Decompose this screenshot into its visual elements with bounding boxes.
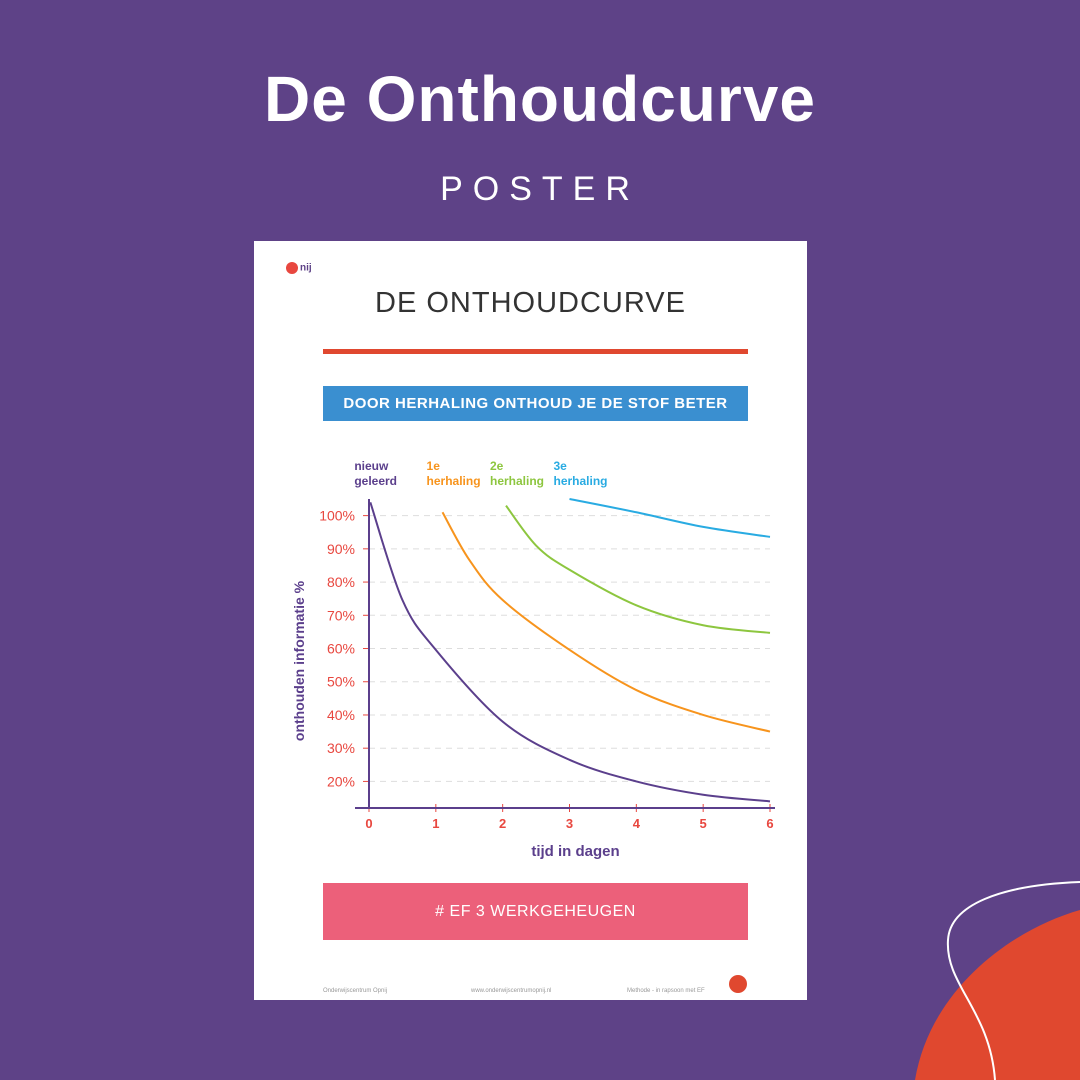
footer-text: www.onderwijscentrumopnij.nl xyxy=(471,988,552,994)
y-tick-label: 100% xyxy=(319,508,355,524)
banner: DOOR HERHALING ONTHOUD JE DE STOF BETER xyxy=(323,386,748,421)
y-tick-label: 80% xyxy=(327,574,355,590)
poster-title: DE ONTHOUDCURVE xyxy=(375,287,686,319)
legend-label: 1e herhaling xyxy=(426,459,481,488)
page-subtitle: POSTER xyxy=(440,170,640,208)
line xyxy=(441,511,771,733)
logo: nij xyxy=(286,262,312,274)
divider xyxy=(323,349,748,354)
y-tick-label: 90% xyxy=(327,541,355,557)
tag: # EF 3 WERKGEHEUGEN xyxy=(323,883,748,940)
y-tick-label: 70% xyxy=(327,607,355,623)
y-axis-label: onthouden informatie % xyxy=(291,580,307,741)
page-title: De Onthoudcurve xyxy=(264,63,816,135)
y-tick-label: 30% xyxy=(327,740,355,756)
legend-label: nieuw geleerd xyxy=(354,459,398,488)
x-tick-label: 4 xyxy=(633,816,641,831)
y-tick-label: 50% xyxy=(327,674,355,690)
x-tick-label: 3 xyxy=(566,816,573,831)
x-tick-label: 0 xyxy=(365,816,372,831)
y-tick-label: 60% xyxy=(327,641,355,657)
line xyxy=(569,498,771,538)
line xyxy=(369,502,771,803)
legend-label: 2e herhaling xyxy=(490,459,545,488)
poster xyxy=(254,241,807,1000)
x-axis-label: tijd in dagen xyxy=(531,843,619,860)
x-tick-label: 5 xyxy=(700,816,707,831)
x-tick-label: 6 xyxy=(766,816,773,831)
footer-text: Onderwijscentrum Opnij xyxy=(323,988,388,994)
y-tick-label: 40% xyxy=(327,707,355,723)
footer-text: Methode - in rapsoon met EF xyxy=(627,988,705,994)
x-tick-label: 2 xyxy=(499,816,506,831)
x-tick-label: 1 xyxy=(432,816,439,831)
mascot xyxy=(729,975,747,993)
legend-label: 3e herhaling xyxy=(553,459,608,488)
y-tick-label: 20% xyxy=(327,773,355,789)
line xyxy=(505,505,771,634)
